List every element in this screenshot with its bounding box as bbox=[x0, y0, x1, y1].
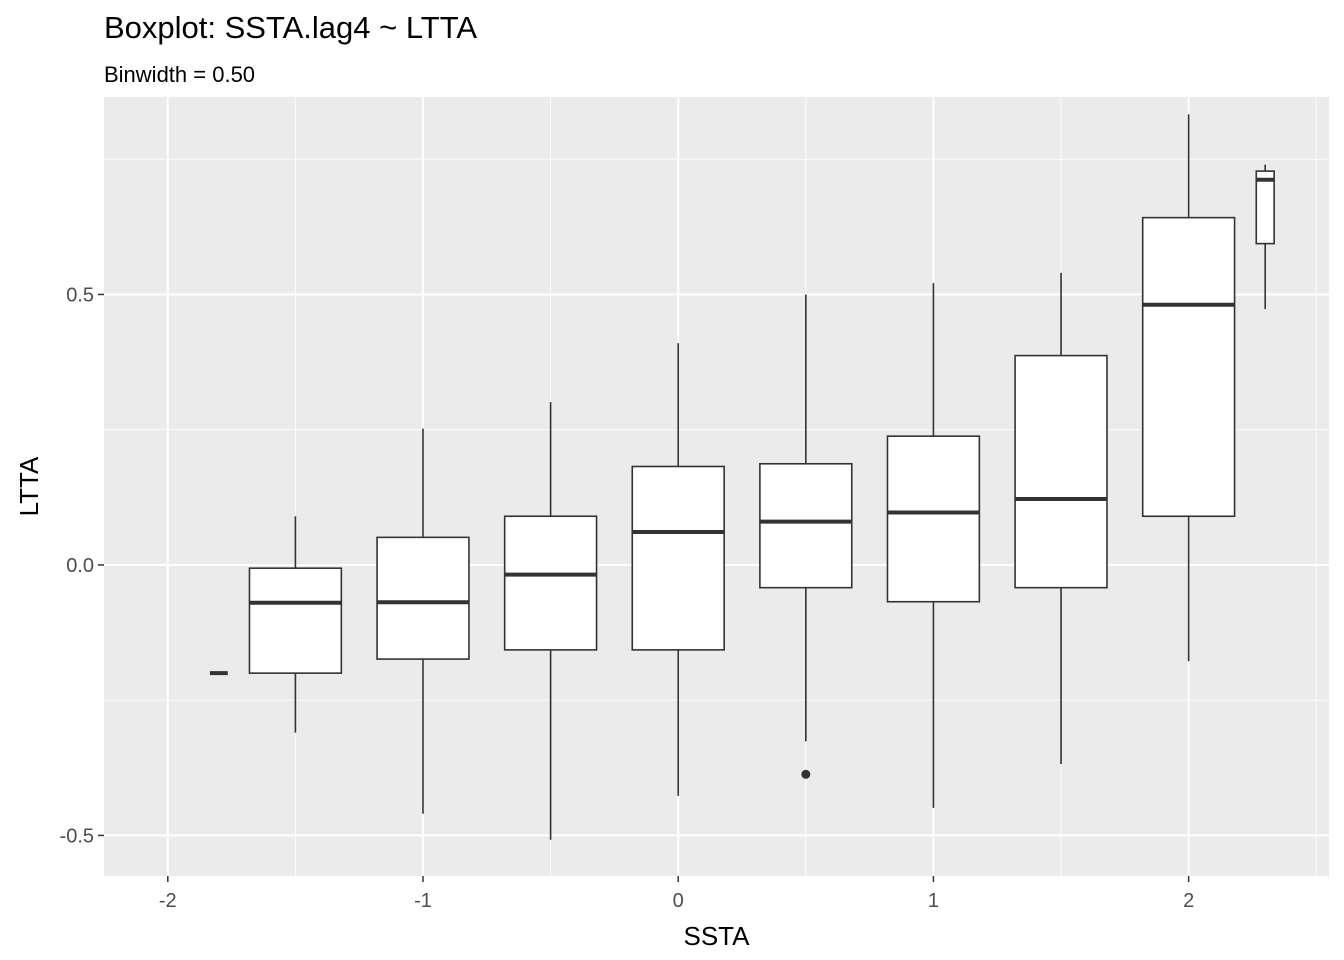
box-group bbox=[1255, 164, 1275, 310]
box-iqr bbox=[886, 435, 981, 603]
outlier-point bbox=[801, 769, 811, 779]
box-iqr bbox=[1014, 354, 1108, 589]
box-group bbox=[886, 283, 981, 808]
chart-subtitle: Binwidth = 0.50 bbox=[104, 62, 256, 87]
x-tick-label: -2 bbox=[159, 890, 177, 912]
boxes-layer bbox=[209, 114, 1275, 840]
box-iqr bbox=[248, 567, 343, 674]
box-iqr bbox=[503, 515, 598, 651]
x-tick-label: 1 bbox=[928, 890, 939, 912]
box-iqr bbox=[631, 465, 725, 651]
x-tick-label: 2 bbox=[1183, 890, 1194, 912]
box-group bbox=[503, 402, 598, 840]
x-tick-label: 0 bbox=[673, 890, 684, 912]
box-group bbox=[759, 294, 853, 779]
box-iqr bbox=[376, 536, 470, 660]
x-axis-title: SSTA bbox=[684, 921, 751, 951]
box-group bbox=[1141, 114, 1236, 662]
box-group bbox=[631, 343, 725, 796]
axes-layer: -2 -1 0 1 2 -0.5 0.0 0.5 bbox=[60, 284, 1195, 912]
x-tick-label: -1 bbox=[414, 890, 432, 912]
y-axis-title: LTTA bbox=[14, 456, 44, 516]
box-group bbox=[1014, 272, 1108, 765]
box-iqr bbox=[1255, 170, 1275, 245]
y-tick-label: 0.0 bbox=[66, 555, 94, 577]
box-iqr bbox=[1141, 216, 1236, 518]
box-group bbox=[376, 428, 470, 814]
y-tick-label: -0.5 bbox=[60, 825, 94, 847]
box-group bbox=[248, 516, 343, 733]
box-iqr bbox=[759, 462, 853, 589]
chart-title: Boxplot: SSTA.lag4 ~ LTTA bbox=[104, 10, 478, 45]
y-tick-label: 0.5 bbox=[66, 284, 94, 306]
